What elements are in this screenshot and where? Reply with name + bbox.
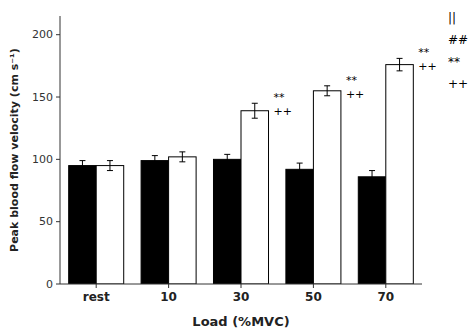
error-cap — [369, 183, 375, 184]
error-stem — [227, 154, 228, 164]
error-cap — [297, 163, 303, 164]
bar — [286, 169, 314, 284]
error-stem — [372, 171, 373, 183]
y-tick-label: 200 — [32, 28, 53, 41]
x-tick — [168, 284, 169, 288]
error-cap — [107, 160, 113, 161]
error-bar — [297, 163, 303, 175]
y-tick-label: 50 — [39, 215, 53, 228]
annotation: ++ — [418, 60, 436, 73]
y-tick-label: 150 — [32, 91, 53, 104]
y-axis-line — [60, 16, 61, 284]
x-axis-label: Load (%MVC) — [192, 314, 289, 329]
error-bar — [397, 58, 403, 70]
error-stem — [182, 152, 183, 162]
error-bar — [152, 156, 158, 166]
error-cap — [324, 85, 330, 86]
error-cap — [224, 164, 230, 165]
y-tick-label: 0 — [46, 278, 53, 291]
error-bar — [79, 161, 85, 171]
error-cap — [79, 160, 85, 161]
error-stem — [254, 103, 255, 118]
error-bar — [369, 171, 375, 183]
error-cap — [179, 161, 185, 162]
x-tick-label: 10 — [160, 290, 177, 304]
error-bar — [252, 103, 258, 118]
error-stem — [82, 161, 83, 171]
error-cap — [397, 70, 403, 71]
x-tick-label: 50 — [305, 290, 322, 304]
error-cap — [107, 170, 113, 171]
error-stem — [399, 58, 400, 70]
chart: 0 50 100 150 200 rest 10 30 50 70 Load (%MVC) Peak … — [0, 0, 474, 334]
error-stem — [327, 86, 328, 96]
error-cap — [252, 118, 258, 119]
bar — [69, 166, 97, 284]
error-bar — [179, 152, 185, 162]
error-stem — [154, 156, 155, 166]
error-bar — [107, 161, 113, 171]
error-cap — [369, 170, 375, 171]
error-cap — [152, 155, 158, 156]
bar — [169, 157, 197, 284]
error-cap — [224, 154, 230, 155]
error-cap — [152, 165, 158, 166]
symbol-note: || — [448, 11, 456, 25]
chart-container: 0 50 100 150 200 rest 10 30 50 70 Load (%MVC) Peak … — [0, 0, 474, 334]
plot-area — [69, 58, 414, 284]
y-tick — [56, 284, 60, 285]
error-cap — [324, 95, 330, 96]
y-tick-label: 100 — [32, 153, 53, 166]
bar — [241, 111, 269, 284]
annotation: ++ — [274, 105, 292, 118]
y-tick — [56, 34, 60, 35]
annotation: ** — [274, 91, 286, 104]
error-bar — [324, 86, 330, 96]
error-stem — [299, 163, 300, 175]
error-cap — [252, 103, 258, 104]
bar — [213, 159, 241, 284]
symbol-note: ** — [448, 55, 460, 69]
y-tick — [56, 97, 60, 98]
x-tick — [96, 284, 97, 288]
bar — [386, 65, 414, 284]
x-tick-label: 70 — [377, 290, 394, 304]
x-tick-label: 30 — [233, 290, 250, 304]
bar — [358, 177, 386, 284]
y-tick — [56, 159, 60, 160]
x-tick — [241, 284, 242, 288]
error-cap — [179, 151, 185, 152]
bar — [141, 161, 169, 284]
annotation: ++ — [346, 88, 364, 101]
annotation: ** — [346, 74, 358, 87]
y-tick — [56, 221, 60, 222]
error-bar — [224, 154, 230, 164]
error-cap — [397, 58, 403, 59]
x-tick — [385, 284, 386, 288]
x-tick-label: rest — [83, 290, 110, 304]
error-stem — [109, 161, 110, 171]
symbol-note: ++ — [448, 77, 468, 91]
y-axis-label: Peak blood flow velocity (cm s⁻¹) — [8, 48, 21, 252]
bar — [96, 166, 124, 284]
error-cap — [297, 175, 303, 176]
error-cap — [79, 170, 85, 171]
bar — [313, 91, 341, 284]
symbol-note: ## — [448, 33, 468, 47]
annotation: ** — [418, 46, 430, 59]
x-tick — [313, 284, 314, 288]
